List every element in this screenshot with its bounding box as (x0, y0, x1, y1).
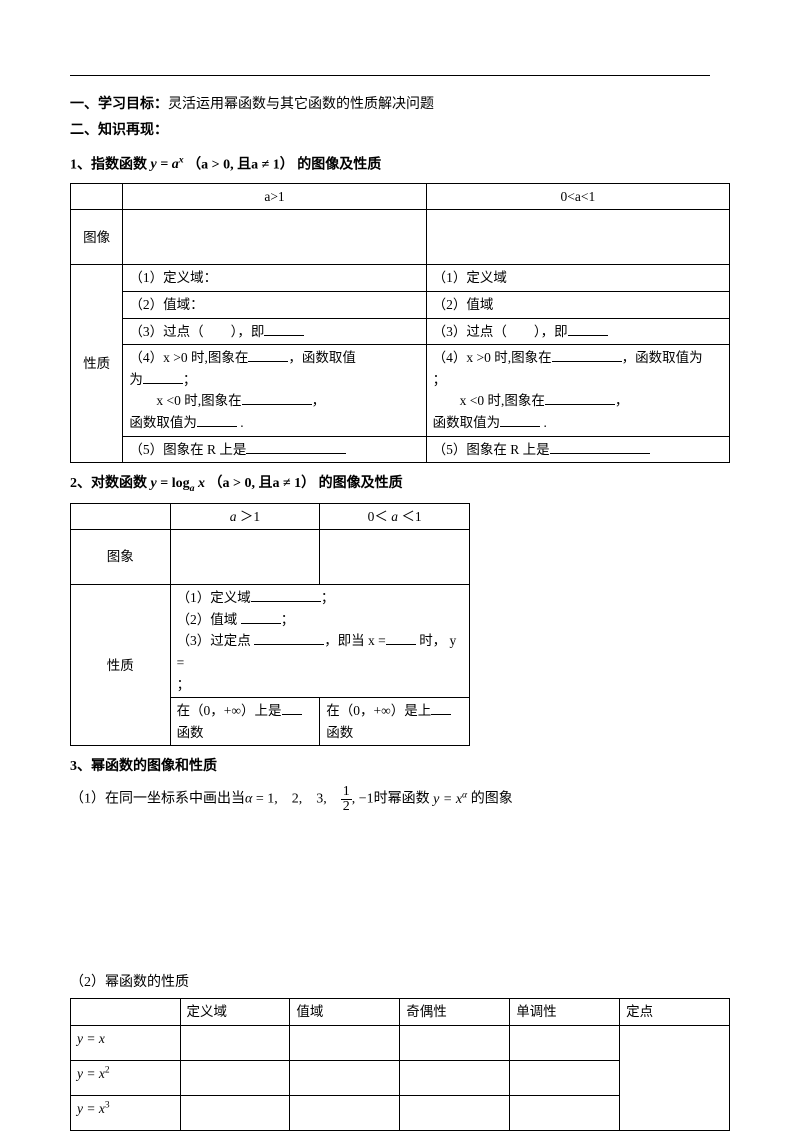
s2-cond: （a > 0, 且a ≠ 1） (209, 476, 316, 491)
s1-title-pre: 1、指数函数 (70, 157, 147, 172)
t3-h3: 奇偶性 (400, 999, 510, 1026)
t2-p4a: 在（0，+∞）上是函数 (170, 698, 320, 746)
t2-col-b: 0＜ a ＜1 (320, 503, 470, 530)
t2-p4b: 在（0，+∞）是上函数 (320, 698, 470, 746)
s2-formula: y = loga x (151, 476, 209, 491)
section3-title: 3、幂函数的图像和性质 (70, 756, 730, 778)
t3-h1: 定义域 (180, 999, 290, 1026)
s2-title-pre: 2、对数函数 (70, 476, 147, 491)
section3-item2: （2）幂函数的性质 (70, 972, 730, 994)
t1-p3a: （3）过点（ ），即 (123, 318, 426, 345)
t2-row-prop: 性质 (71, 585, 171, 746)
t1-p3b: （3）过点（ ），即 (426, 318, 729, 345)
table-power: 定义域 值域 奇偶性 单调性 定点 y = x y = x2 y = x3 (70, 998, 730, 1131)
t3-r1: y = x (71, 1025, 181, 1060)
t3-h2: 值域 (290, 999, 400, 1026)
t1-row-img: 图像 (71, 210, 123, 265)
t1-col-b: 0<a<1 (426, 183, 729, 210)
t1-p5a: （5）图象在 R 上是 (123, 436, 426, 463)
s1-title-post: 的图像及性质 (297, 157, 381, 172)
section2-title: 2、对数函数 y = loga x （a > 0, 且a ≠ 1） 的图像及性质 (70, 473, 730, 496)
s2-title-post: 的图像及性质 (319, 476, 403, 491)
s1-formula: y = ax (151, 157, 188, 172)
section3-item1: （1）在同一坐标系中画出当α = 1, 2, 3, 12, −1时幂函数 y =… (70, 785, 730, 814)
section-label-2: 二、知识再现： (70, 120, 730, 142)
t1-p2b: （2）值域 (426, 292, 729, 319)
section-text-1: 灵活运用幂函数与其它函数的性质解决问题 (168, 97, 434, 112)
t3-r2: y = x2 (71, 1060, 181, 1095)
t3-h4: 单调性 (510, 999, 620, 1026)
t1-p4b: （4）x >0 时,图象在，函数取值为 ； x <0 时,图象在， 函数取值为 … (426, 345, 729, 436)
s1-cond: （a > 0, 且a ≠ 1） (187, 157, 294, 172)
t2-row-img: 图象 (71, 530, 171, 585)
t3-h5: 定点 (620, 999, 730, 1026)
t1-col-a: a>1 (123, 183, 426, 210)
t1-p1a: （1）定义域： (123, 265, 426, 292)
t1-p1b: （1）定义域 (426, 265, 729, 292)
t1-p5b: （5）图象在 R 上是 (426, 436, 729, 463)
t3-r3: y = x3 (71, 1095, 181, 1130)
section-label-1: 一、学习目标： (70, 97, 168, 112)
t2-props: （1）定义域； （2）值域 ； （3）过定点 ，即当 x = 时， y = ； (170, 585, 469, 698)
t1-p2a: （2）值域： (123, 292, 426, 319)
table-log: a ＞1 0＜ a ＜1 图象 性质 （1）定义域； （2）值域 ； （3）过定… (70, 503, 470, 747)
t1-p4a: （4）x >0 时,图象在，函数取值 为； x <0 时,图象在， 函数取值为 … (123, 345, 426, 436)
t1-row-prop: 性质 (71, 265, 123, 463)
t2-col-a: a ＞1 (170, 503, 320, 530)
table-exponential: a>1 0<a<1 图像 性质 （1）定义域： （1）定义域 （2）值域： （2… (70, 183, 730, 463)
section1-title: 1、指数函数 y = ax （a > 0, 且a ≠ 1） 的图像及性质 (70, 153, 730, 177)
